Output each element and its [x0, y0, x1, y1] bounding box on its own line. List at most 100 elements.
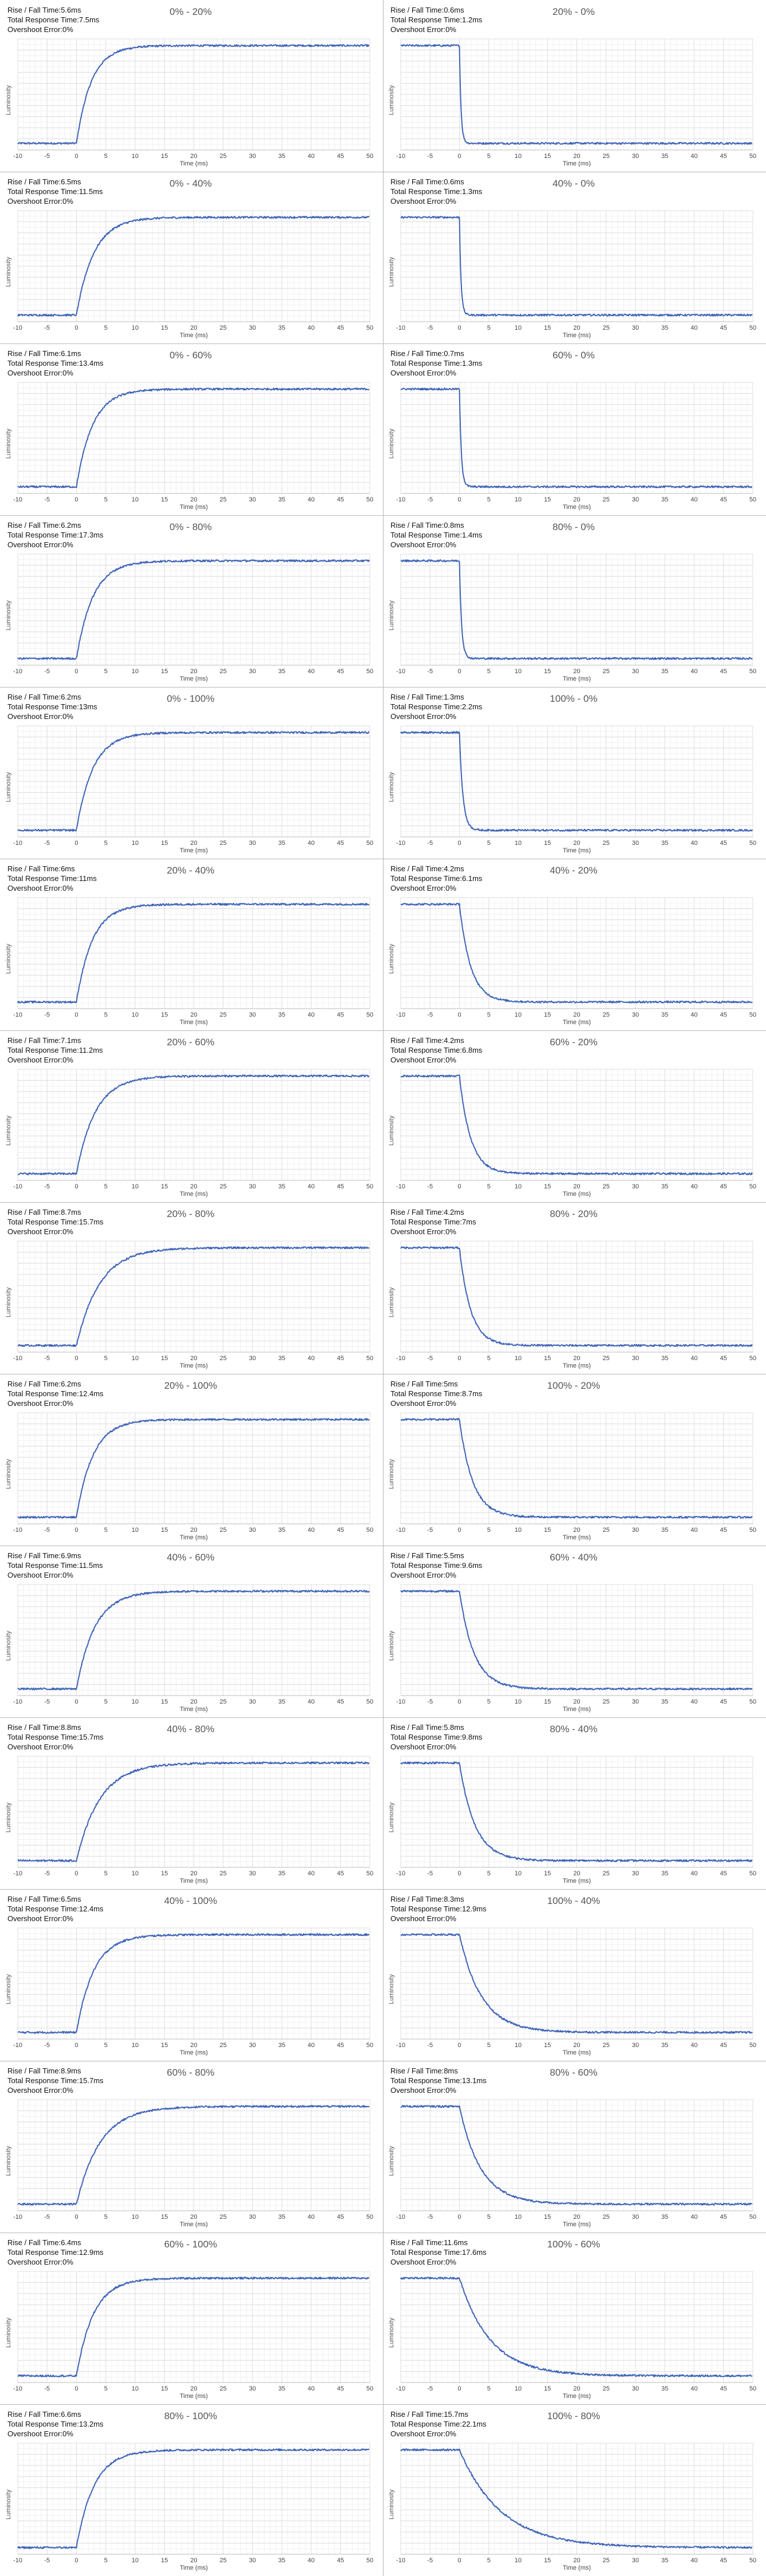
gridlines — [17, 2099, 370, 2211]
x-tick-label: 40 — [307, 153, 314, 160]
total-response-time-label: Total Response Time: — [7, 1046, 79, 1054]
chart-panel: Rise / Fall Time:6.2ms Total Response Tim… — [0, 515, 383, 687]
x-tick-label: 30 — [632, 496, 639, 503]
x-tick-label: 15 — [161, 1012, 168, 1018]
overshoot-error-text: Overshoot Error:0% — [390, 369, 456, 377]
total-response-time-text: Total Response Time:6.8ms — [390, 1046, 483, 1054]
x-tick-label: -5 — [427, 1698, 433, 1705]
x-tick-label: 50 — [749, 1355, 756, 1362]
rise-fall-time-value: 4.2ms — [444, 1208, 464, 1216]
x-tick-label: 30 — [249, 1183, 256, 1190]
x-tick-label: -10 — [396, 2385, 405, 2392]
y-axis-label: Luminosity — [388, 600, 395, 630]
x-tick-label: -5 — [44, 496, 50, 503]
chart-panel: Rise / Fall Time:8.7ms Total Response Tim… — [0, 1202, 383, 1374]
total-response-time-label: Total Response Time: — [7, 874, 79, 883]
x-tick-label: 0 — [74, 496, 78, 503]
overshoot-error-text: Overshoot Error:0% — [7, 25, 73, 34]
x-tick-label: 35 — [661, 1355, 668, 1362]
x-tick-label: -5 — [427, 325, 433, 331]
x-tick-label: 5 — [487, 840, 491, 847]
x-tick-label: -10 — [13, 1355, 22, 1362]
x-tick-label: 30 — [249, 1527, 256, 1534]
x-tick-label: -10 — [396, 325, 405, 331]
rise-fall-time-value: 8ms — [444, 2067, 458, 2075]
x-tick-label: 30 — [632, 2557, 639, 2564]
overshoot-error-text: Overshoot Error:0% — [7, 2086, 73, 2095]
luminosity-series-line — [17, 44, 370, 145]
total-response-time-label: Total Response Time: — [390, 187, 462, 196]
x-tick-label: 25 — [603, 2214, 610, 2221]
rise-fall-time-label: Rise / Fall Time: — [390, 1036, 444, 1045]
chart-title: 100% - 20% — [547, 1380, 601, 1391]
x-tick-label: -5 — [44, 153, 50, 160]
luminosity-series-line — [17, 2448, 370, 2549]
overshoot-error-text: Overshoot Error:0% — [7, 2258, 73, 2266]
x-tick-label: 10 — [515, 1183, 522, 1190]
x-tick-label: 10 — [132, 496, 139, 503]
x-tick-label: -5 — [427, 1870, 433, 1877]
chart-title: 0% - 20% — [169, 6, 212, 17]
luminosity-series-line — [400, 1761, 753, 1862]
overshoot-error-text: Overshoot Error:0% — [390, 2258, 456, 2266]
x-tick-label: 50 — [749, 2214, 756, 2221]
x-tick-label: 30 — [632, 1012, 639, 1018]
rise-fall-time-text: Rise / Fall Time:6.1ms — [7, 349, 81, 358]
total-response-time-text: Total Response Time:22.1ms — [390, 2420, 487, 2428]
x-tick-label: 50 — [366, 2214, 373, 2221]
x-tick-label: 5 — [104, 496, 108, 503]
gridlines — [400, 1584, 753, 1696]
total-response-time-text: Total Response Time:11ms — [7, 874, 97, 883]
y-axis-label: Luminosity — [5, 600, 12, 630]
overshoot-error-label: Overshoot Error: — [7, 540, 62, 549]
total-response-time-text: Total Response Time:7ms — [390, 1218, 476, 1226]
rise-fall-time-label: Rise / Fall Time: — [390, 1551, 444, 1560]
x-tick-label: 10 — [132, 325, 139, 331]
total-response-time-text: Total Response Time:6.1ms — [390, 874, 483, 883]
chart-title: 80% - 60% — [550, 2067, 597, 2078]
y-axis-label: Luminosity — [388, 2317, 395, 2348]
x-tick-label: 50 — [749, 1698, 756, 1705]
x-tick-label: 30 — [632, 1183, 639, 1190]
rise-fall-time-value: 15.7ms — [444, 2410, 468, 2419]
total-response-time-value: 17.3ms — [79, 531, 104, 539]
total-response-time-value: 11.5ms — [79, 187, 103, 196]
x-tick-label: 25 — [220, 668, 227, 675]
x-tick-label: -10 — [396, 1698, 405, 1705]
x-tick-label: 40 — [690, 2042, 697, 2049]
rise-fall-time-value: 6.1ms — [61, 349, 81, 358]
x-tick-label: 20 — [190, 2557, 197, 2564]
x-tick-label: 15 — [544, 496, 551, 503]
overshoot-error-value: 0% — [445, 1227, 456, 1236]
luminosity-series-line — [17, 2277, 370, 2377]
x-tick-label: 0 — [457, 2557, 461, 2564]
x-tick-label: 15 — [544, 153, 551, 160]
x-tick-label: 25 — [220, 1012, 227, 1018]
x-tick-label: 15 — [544, 1355, 551, 1362]
luminosity-series-line — [17, 216, 370, 317]
overshoot-error-label: Overshoot Error: — [7, 2258, 62, 2266]
x-tick-label: 20 — [190, 2385, 197, 2392]
total-response-time-label: Total Response Time: — [7, 2076, 79, 2085]
overshoot-error-value: 0% — [445, 2258, 456, 2266]
overshoot-error-value: 0% — [62, 884, 73, 892]
x-tick-label: -5 — [427, 2557, 433, 2564]
overshoot-error-text: Overshoot Error:0% — [7, 369, 73, 377]
x-tick-label: 45 — [337, 325, 344, 331]
total-response-time-text: Total Response Time:12.9ms — [7, 2248, 104, 2257]
x-tick-label: -5 — [427, 1183, 433, 1190]
rise-fall-time-value: 7.1ms — [61, 1036, 81, 1045]
x-axis-label: Time (ms) — [563, 1191, 591, 1198]
total-response-time-value: 13.4ms — [79, 359, 104, 368]
x-tick-label: 50 — [749, 1527, 756, 1534]
x-tick-label: 20 — [190, 1870, 197, 1877]
rise-fall-time-text: Rise / Fall Time:8.3ms — [390, 1895, 464, 1903]
x-axis-label: Time (ms) — [180, 1706, 208, 1713]
x-tick-label: 50 — [366, 668, 373, 675]
x-tick-label: 10 — [515, 2214, 522, 2221]
overshoot-error-label: Overshoot Error: — [390, 1399, 445, 1408]
total-response-time-text: Total Response Time:7.5ms — [7, 15, 100, 24]
x-tick-label: 35 — [278, 1870, 285, 1877]
